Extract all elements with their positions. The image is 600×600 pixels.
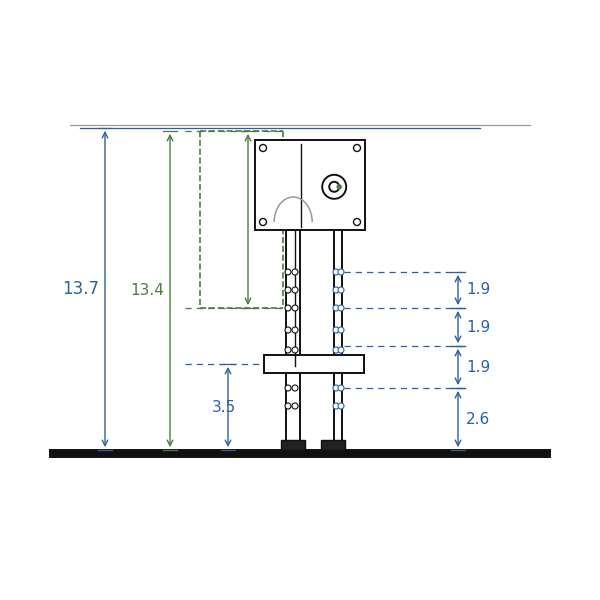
Polygon shape — [255, 140, 365, 230]
Circle shape — [292, 327, 298, 333]
Circle shape — [337, 185, 341, 189]
Text: 3.5: 3.5 — [212, 400, 236, 415]
Circle shape — [338, 347, 344, 353]
Circle shape — [333, 385, 339, 391]
Circle shape — [292, 305, 298, 311]
Circle shape — [338, 327, 344, 333]
Polygon shape — [50, 450, 550, 457]
Polygon shape — [264, 355, 364, 373]
Circle shape — [285, 269, 291, 275]
Circle shape — [322, 175, 346, 199]
Circle shape — [338, 403, 344, 409]
Circle shape — [333, 327, 339, 333]
Text: 1.9: 1.9 — [466, 359, 490, 374]
Circle shape — [338, 269, 344, 275]
Circle shape — [338, 305, 344, 311]
Circle shape — [285, 287, 291, 293]
Circle shape — [260, 145, 266, 151]
Text: 2.6: 2.6 — [466, 412, 490, 427]
Circle shape — [333, 305, 339, 311]
Circle shape — [333, 269, 339, 275]
Circle shape — [333, 287, 339, 293]
Circle shape — [285, 327, 291, 333]
Circle shape — [292, 403, 298, 409]
Circle shape — [292, 385, 298, 391]
Polygon shape — [281, 440, 305, 450]
Text: 6.7: 6.7 — [256, 212, 280, 227]
Circle shape — [353, 218, 361, 226]
Polygon shape — [334, 230, 342, 450]
Circle shape — [285, 347, 291, 353]
Circle shape — [329, 182, 339, 192]
Circle shape — [292, 287, 298, 293]
Text: 1.9: 1.9 — [466, 283, 490, 298]
Text: 13.4: 13.4 — [130, 283, 164, 298]
Circle shape — [333, 347, 339, 353]
Circle shape — [338, 287, 344, 293]
Polygon shape — [321, 440, 345, 450]
Circle shape — [338, 385, 344, 391]
Circle shape — [285, 403, 291, 409]
Circle shape — [285, 305, 291, 311]
Circle shape — [285, 385, 291, 391]
Text: 13.7: 13.7 — [62, 280, 99, 298]
Circle shape — [260, 218, 266, 226]
Circle shape — [333, 403, 339, 409]
Circle shape — [292, 347, 298, 353]
Text: 1.9: 1.9 — [466, 319, 490, 335]
Polygon shape — [286, 230, 300, 450]
Circle shape — [353, 145, 361, 151]
Circle shape — [292, 269, 298, 275]
